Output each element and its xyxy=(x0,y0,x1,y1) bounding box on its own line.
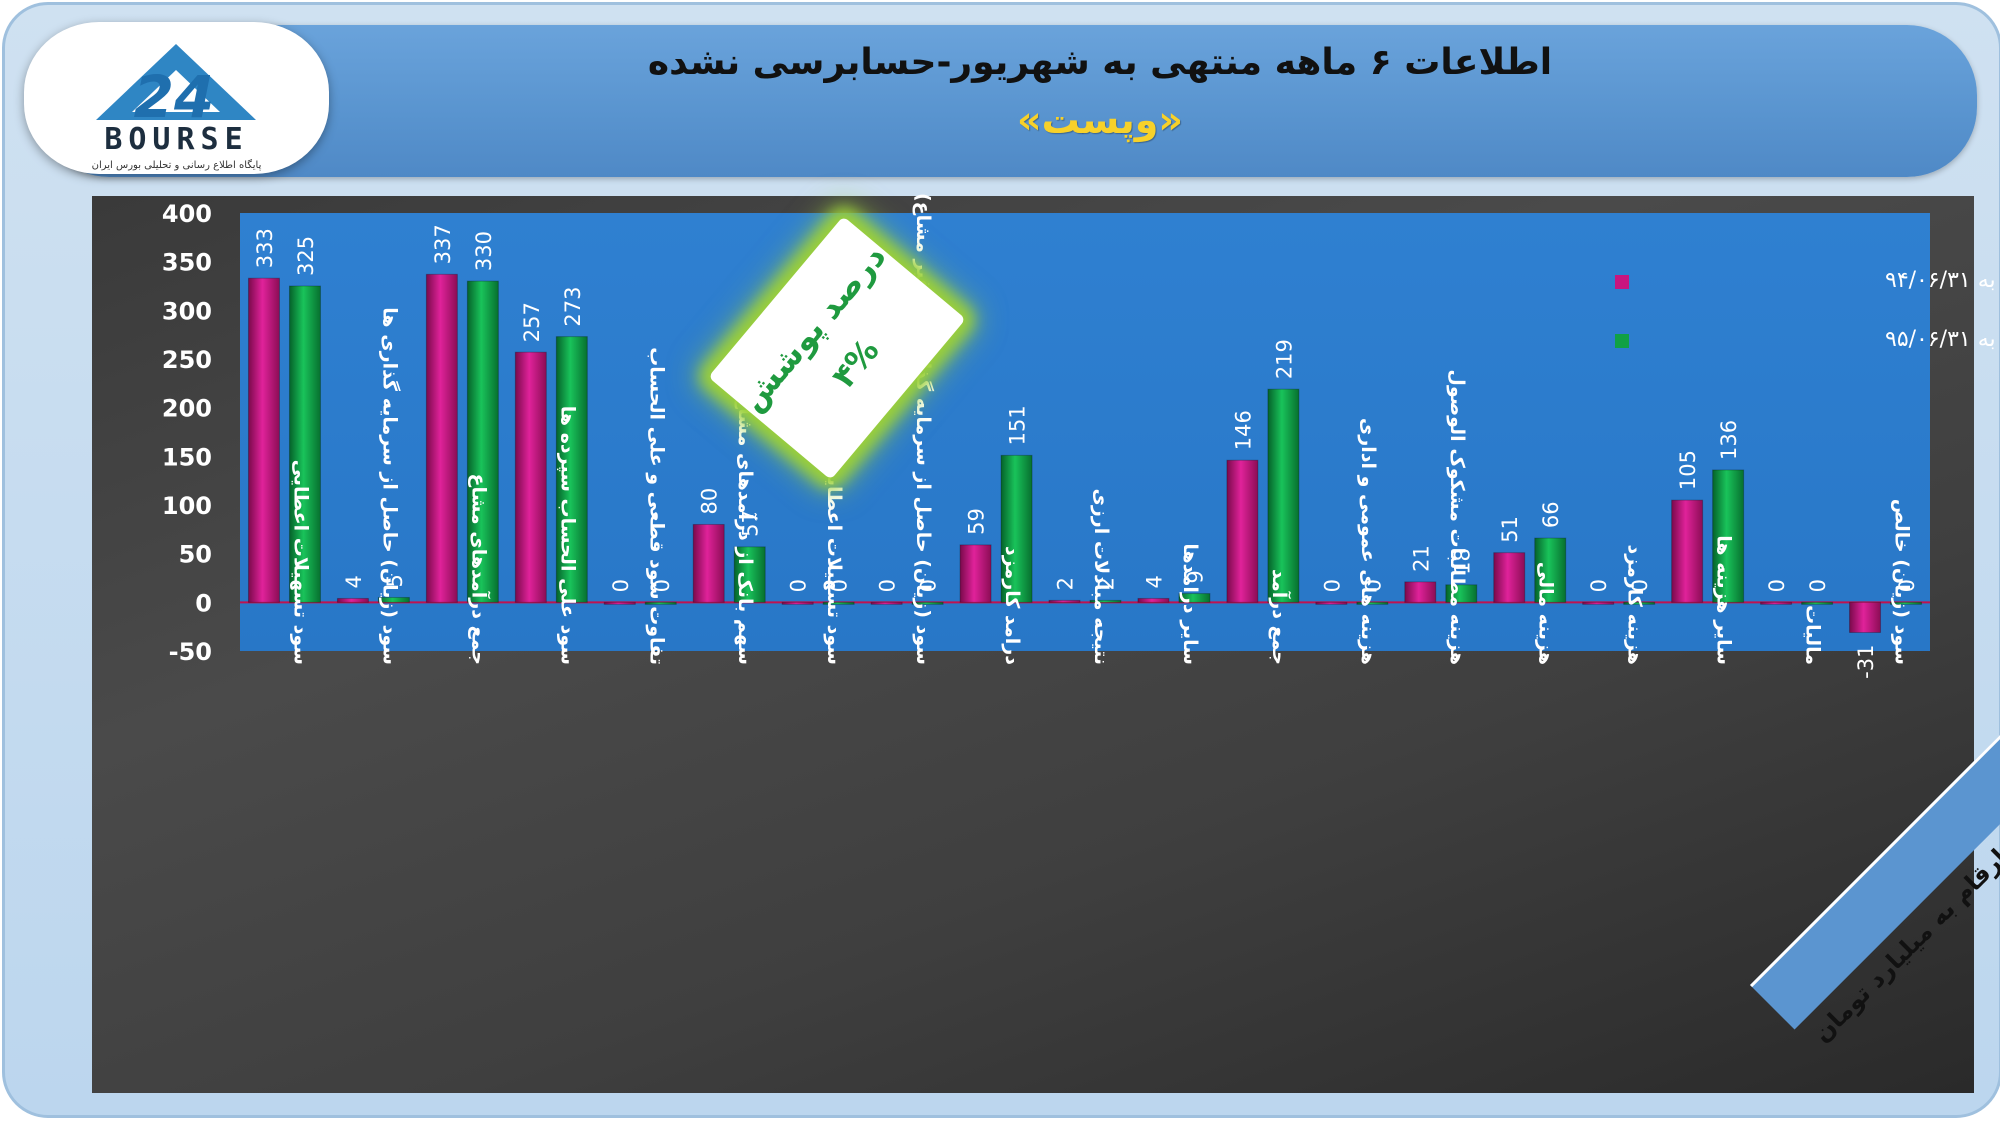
logo-wordmark: BOURSE xyxy=(104,122,249,157)
page-subtitle: «وپست» xyxy=(1017,98,1183,142)
bourse-logo: 24 BOURSE پایگاه اطلاع رسانی و تحلیلی بو… xyxy=(24,22,329,174)
svg-text:24: 24 xyxy=(134,63,215,131)
logo-mark-icon: 24 xyxy=(96,44,256,131)
header-banner xyxy=(39,25,1977,177)
page-title: اطلاعات ۶ ماهه منتهی به شهریور-حسابرسی ن… xyxy=(647,42,1553,83)
plot-area xyxy=(240,213,1930,651)
logo-tagline: پایگاه اطلاع رسانی و تحلیلی بورس ایران xyxy=(91,160,262,171)
